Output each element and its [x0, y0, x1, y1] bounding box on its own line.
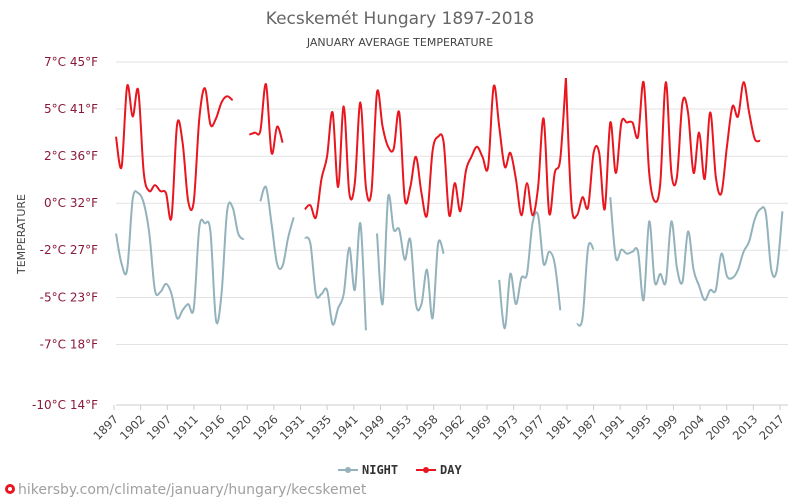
x-tick-label: 1987: [570, 412, 601, 443]
y-tick-label: 5°C 41°F: [44, 102, 98, 116]
x-tick-label: 2009: [703, 412, 734, 443]
y-axis-label: TEMPERATURE: [15, 194, 28, 275]
legend-item-day[interactable]: DAY: [416, 463, 462, 477]
x-tick-label: 1995: [623, 412, 654, 443]
x-tick-label: 1907: [144, 412, 175, 443]
night-line-segment-6: [609, 197, 784, 302]
x-tick-label: 1969: [463, 412, 494, 443]
day-line-segment-3: [564, 78, 761, 220]
y-tick-label: 0°C 32°F: [44, 196, 98, 210]
y-axis-ticks: 7°C 45°F 5°C 41°F 2°C 36°F 0°C 32°F -2°C 27°…: [32, 55, 98, 412]
location-pin-dot: [8, 487, 12, 491]
night-line-segment-0: [115, 190, 245, 325]
x-tick-label: 1920: [224, 412, 255, 443]
night-line-segment-2: [304, 222, 367, 331]
y-tick-label: 7°C 45°F: [44, 55, 98, 69]
x-tick-label: 1949: [357, 412, 388, 443]
x-tick-label: 1958: [410, 412, 441, 443]
x-tick-label: 2017: [756, 412, 787, 443]
x-tick-label: 1926: [250, 412, 281, 443]
x-tick-label: 1973: [490, 412, 521, 443]
x-tick-label: 1911: [170, 412, 201, 443]
chart-subtitle: JANUARY AVERAGE TEMPERATURE: [306, 36, 493, 49]
watermark-url: hikersby.com/climate/january/hungary/kec…: [18, 482, 367, 498]
night-line-segment-3: [376, 193, 445, 320]
night-line-segment-1: [259, 185, 295, 271]
x-tick-label: 1962: [437, 412, 468, 443]
legend-day-marker: [423, 467, 429, 473]
x-tick-label: 1941: [330, 412, 361, 443]
day-line-segment-2: [304, 78, 567, 220]
x-tick-label: 2013: [730, 412, 761, 443]
y-tick-label: -2°C 27°F: [40, 243, 98, 257]
legend-day-label: DAY: [440, 463, 462, 477]
x-tick-label: 1902: [117, 412, 148, 443]
x-tick-label: 1935: [304, 412, 335, 443]
series-night: [115, 185, 784, 331]
y-tick-label: 2°C 36°F: [44, 149, 98, 163]
legend-item-night[interactable]: NIGHT: [338, 463, 398, 477]
x-tick-label: 1897: [90, 412, 121, 443]
y-tick-label: -7°C 18°F: [40, 337, 98, 351]
day-line-segment-1: [248, 83, 284, 155]
legend-night-label: NIGHT: [362, 463, 398, 477]
x-tick-label: 1981: [543, 412, 574, 443]
legend-night-marker: [345, 467, 351, 473]
series: [115, 78, 784, 331]
x-tick-label: 1991: [597, 412, 628, 443]
x-tick-label: 1953: [383, 412, 414, 443]
legend: NIGHT DAY: [338, 463, 462, 477]
night-line-segment-4: [498, 211, 562, 330]
x-tick-label: 1916: [197, 412, 228, 443]
watermark[interactable]: hikersby.com/climate/january/hungary/kec…: [5, 482, 367, 498]
x-tick-label: 2004: [676, 412, 707, 443]
x-axis-ticks: 1897190219071911191619201926193119351941…: [90, 405, 787, 443]
day-line-segment-0: [115, 84, 234, 221]
x-tick-label: 1977: [517, 412, 548, 443]
y-tick-label: -5°C 23°F: [40, 290, 98, 304]
x-tick-label: 1999: [650, 412, 681, 443]
chart-title: Kecskemét Hungary 1897-2018: [266, 9, 534, 29]
y-tick-label: -10°C 14°F: [32, 398, 98, 412]
x-tick-label: 1931: [277, 412, 308, 443]
series-day: [115, 78, 761, 221]
night-line-segment-5: [576, 242, 595, 327]
